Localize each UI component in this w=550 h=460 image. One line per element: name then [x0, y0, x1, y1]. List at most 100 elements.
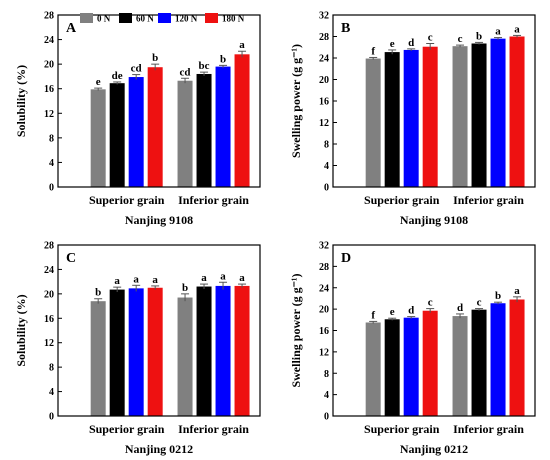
error-bar	[113, 81, 122, 85]
y-tick-label: 24	[44, 265, 54, 276]
error-bar	[513, 34, 522, 38]
error-bar	[426, 42, 435, 50]
y-tick-label: 20	[44, 60, 54, 71]
bar	[234, 54, 250, 187]
y-tick-label: 12	[44, 338, 54, 349]
error-bar	[219, 64, 228, 68]
significance-letter: de	[112, 70, 123, 82]
error-bar	[238, 50, 247, 58]
y-tick-label: 8	[324, 140, 329, 151]
significance-letter: a	[114, 275, 120, 287]
y-tick-label: 0	[324, 412, 329, 423]
bar	[215, 285, 231, 416]
y-tick-label: 28	[319, 32, 329, 43]
error-bar	[219, 281, 228, 290]
y-tick-label: 16	[44, 314, 54, 325]
y-tick-label: 28	[44, 241, 54, 252]
bar	[422, 46, 438, 188]
bar	[215, 66, 231, 187]
bar	[509, 299, 525, 416]
y-tick-label: 0	[49, 412, 54, 423]
significance-letter: b	[495, 290, 501, 302]
panel-b: f e d c Superior grain c b a a Inferior grain 0 4 8 1…	[289, 11, 536, 227]
bar	[128, 77, 144, 187]
y-tick-label: 12	[44, 109, 54, 120]
category-label: Inferior grain	[453, 422, 524, 436]
error-bar	[181, 293, 190, 302]
bar	[490, 303, 506, 416]
legend-swatch	[119, 13, 132, 23]
bar	[403, 317, 419, 416]
error-bar	[426, 308, 435, 313]
significance-letter: a	[514, 285, 520, 297]
error-bar	[238, 283, 247, 288]
bar	[365, 322, 381, 416]
significance-letter: d	[408, 305, 414, 317]
y-tick-label: 8	[324, 369, 329, 380]
category-label: Superior grain	[89, 422, 165, 436]
bar	[109, 83, 125, 187]
bar	[147, 287, 163, 416]
significance-letter: e	[390, 38, 395, 50]
error-bar	[475, 41, 484, 45]
y-tick-label: 4	[324, 161, 329, 172]
y-tick-label: 12	[319, 118, 329, 129]
significance-letter: a	[220, 270, 226, 282]
bar	[109, 289, 125, 416]
panel-label: A	[66, 21, 77, 36]
significance-letter: a	[239, 272, 245, 284]
y-tick-label: 20	[319, 305, 329, 316]
bar	[471, 43, 487, 187]
error-bar	[113, 286, 122, 293]
y-tick-label: 8	[49, 133, 54, 144]
axes-frame	[57, 244, 261, 417]
error-bar	[407, 48, 416, 52]
error-bar	[132, 284, 141, 292]
bar	[384, 319, 400, 416]
significance-letter: b	[182, 282, 188, 294]
category-label: Inferior grain	[178, 193, 249, 207]
y-tick-label: 28	[319, 262, 329, 273]
bar	[196, 286, 212, 416]
legend-swatch	[80, 13, 93, 23]
y-axis-label: Solubility (%)	[14, 65, 28, 137]
error-bar	[475, 308, 484, 311]
bar	[452, 316, 468, 416]
error-bar	[513, 296, 522, 303]
significance-letter: cd	[131, 63, 142, 75]
category-label: Inferior grain	[178, 422, 249, 436]
y-axis-label: Swelling power (g g⁻¹)	[289, 273, 303, 387]
significance-letter: c	[428, 31, 433, 43]
error-bar	[388, 317, 397, 321]
error-bar	[151, 63, 160, 71]
error-bar	[407, 316, 416, 319]
significance-letter: b	[95, 287, 101, 299]
legend-label: 120 N	[175, 14, 198, 24]
error-bar	[388, 49, 397, 55]
panel-label: C	[66, 251, 76, 266]
legend-label: 0 N	[97, 14, 111, 24]
bar	[403, 49, 419, 187]
significance-letter: e	[96, 76, 101, 88]
legend-swatch	[205, 13, 218, 23]
y-tick-label: 0	[324, 183, 329, 194]
bar	[384, 52, 400, 188]
bar	[509, 36, 525, 187]
error-bar	[494, 301, 503, 305]
bar	[234, 285, 250, 416]
error-bar	[94, 87, 103, 91]
bar	[90, 89, 106, 187]
significance-letter: d	[408, 37, 414, 49]
panel-c: b a a a Superior grain b a a a Inferior grain 0 4 8 1…	[14, 241, 261, 456]
significance-letter: a	[201, 272, 207, 284]
error-bar	[200, 283, 209, 289]
bar	[365, 58, 381, 187]
significance-letter: b	[476, 30, 482, 42]
bar	[471, 309, 487, 416]
y-tick-label: 32	[319, 241, 329, 252]
y-tick-label: 12	[319, 347, 329, 358]
significance-letter: a	[514, 23, 520, 35]
error-bar	[456, 313, 465, 319]
